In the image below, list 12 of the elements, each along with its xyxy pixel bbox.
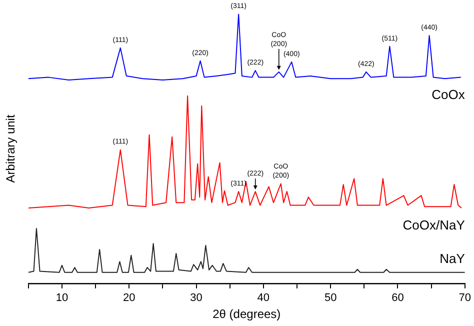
x-axis-title: 2θ (degrees) bbox=[212, 307, 281, 322]
x-tick-label: 10 bbox=[56, 292, 68, 304]
x-tick-label: 30 bbox=[190, 292, 202, 304]
series-label: CoOx bbox=[432, 86, 466, 102]
x-tick-label: 20 bbox=[123, 292, 136, 304]
x-tick-label: 50 bbox=[324, 292, 337, 304]
series-label: CoOx/NaY bbox=[402, 218, 466, 233]
x-tick-label: 60 bbox=[392, 292, 404, 304]
y-axis-title: Arbitrary unit bbox=[4, 114, 18, 183]
x-tick-label: 40 bbox=[257, 292, 270, 304]
series-label: NaY bbox=[440, 250, 466, 266]
x-tick-label: 70 bbox=[458, 292, 472, 304]
